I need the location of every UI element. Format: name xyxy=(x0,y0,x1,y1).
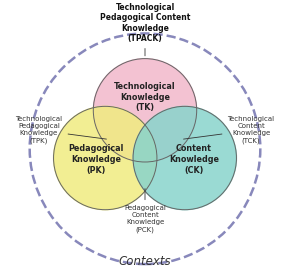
Circle shape xyxy=(133,106,236,210)
Text: Technological
Knowledge
(TK): Technological Knowledge (TK) xyxy=(114,82,176,112)
Text: Contexts: Contexts xyxy=(119,255,171,268)
Circle shape xyxy=(30,33,260,264)
Circle shape xyxy=(93,59,197,162)
Text: Content
Knowledge
(CK): Content Knowledge (CK) xyxy=(169,144,219,175)
Text: Technological
Content
Knowledge
(TCK): Technological Content Knowledge (TCK) xyxy=(184,116,275,144)
Text: Technological
Pedagogical Content
Knowledge
(TPACK): Technological Pedagogical Content Knowle… xyxy=(100,3,190,56)
Text: Pedagogical
Content
Knowledge
(PCK): Pedagogical Content Knowledge (PCK) xyxy=(124,189,166,233)
Text: Technological
Pedagogical
Knowledge
(TPK): Technological Pedagogical Knowledge (TPK… xyxy=(15,116,106,144)
Circle shape xyxy=(54,106,157,210)
Text: Pedagogical
Knowledge
(PK): Pedagogical Knowledge (PK) xyxy=(68,144,124,175)
